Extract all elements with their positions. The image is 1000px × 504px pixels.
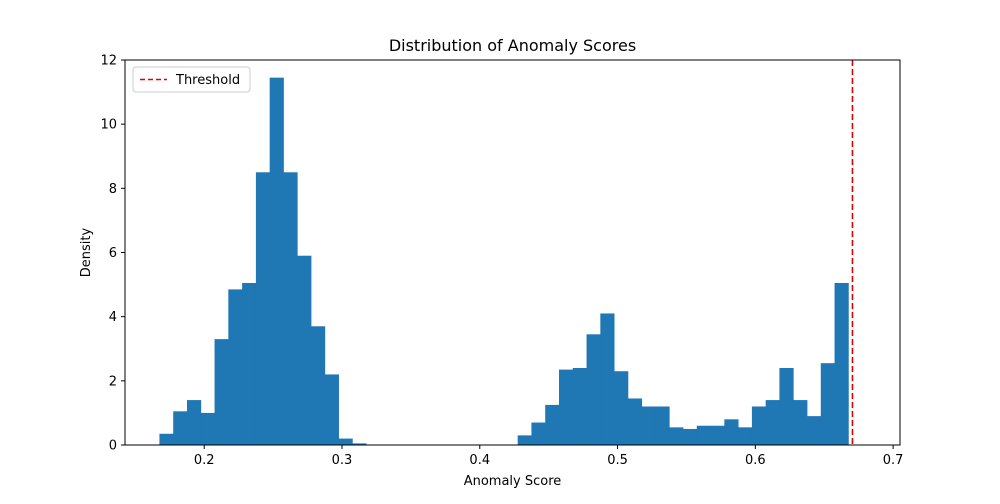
histogram-bar xyxy=(338,438,353,445)
histogram-bar xyxy=(627,398,643,445)
histogram-bar xyxy=(779,368,794,445)
y-tick-label: 12 xyxy=(100,54,117,69)
legend-box xyxy=(132,66,251,93)
histogram-bar xyxy=(214,339,229,446)
y-tick-label: 0 xyxy=(109,439,117,454)
y-axis-label: Density xyxy=(79,227,94,277)
x-tick-label: 0.3 xyxy=(332,453,353,468)
x-tick-label: 0.7 xyxy=(883,453,904,468)
histogram-bar xyxy=(834,282,849,445)
histogram-bar xyxy=(793,400,808,445)
histogram-bar xyxy=(655,406,670,445)
y-tick-label: 4 xyxy=(109,310,117,325)
histogram-bar xyxy=(600,313,615,445)
histogram-bar xyxy=(228,289,243,445)
x-axis-ticks: 0.2 0.3 0.4 0.5 0.6 0.7 xyxy=(194,445,904,468)
histogram-bar xyxy=(517,435,532,446)
x-tick-label: 0.6 xyxy=(745,453,766,468)
x-tick-label: 0.5 xyxy=(607,453,628,468)
histogram-bar xyxy=(200,412,215,445)
histogram-bar xyxy=(683,428,698,445)
histogram-bar xyxy=(724,419,739,445)
histogram-bar xyxy=(187,400,202,445)
histogram-bar xyxy=(765,400,780,445)
histogram-bar xyxy=(352,443,367,445)
y-tick-label: 8 xyxy=(109,182,117,197)
histogram-bar xyxy=(283,172,298,446)
histogram-bar xyxy=(531,422,546,445)
histogram-bar xyxy=(751,406,767,445)
legend: Threshold xyxy=(132,66,251,93)
histogram-bar xyxy=(173,411,188,445)
histogram-bar xyxy=(820,363,835,445)
x-tick-label: 0.4 xyxy=(469,453,490,468)
histogram-bars xyxy=(159,77,849,446)
y-axis-ticks: 0 2 4 6 8 10 12 xyxy=(100,54,125,454)
y-tick-label: 2 xyxy=(109,374,117,389)
histogram-bar xyxy=(324,374,339,445)
histogram-bar xyxy=(572,368,587,445)
y-tick-label: 10 xyxy=(100,118,117,133)
histogram-bar xyxy=(545,404,560,445)
histogram-bar xyxy=(586,334,601,445)
histogram-bar xyxy=(159,433,174,445)
x-axis-label: Anomaly Score xyxy=(464,474,562,489)
histogram-bar xyxy=(641,406,656,445)
histogram-bar xyxy=(807,416,822,446)
histogram-bar xyxy=(710,425,725,445)
histogram-bar xyxy=(297,255,312,445)
chart-title: Distribution of Anomaly Scores xyxy=(389,36,636,55)
histogram-bar xyxy=(669,427,684,445)
histogram-bar xyxy=(255,172,271,446)
histogram-bar xyxy=(696,425,711,445)
x-tick-label: 0.2 xyxy=(194,453,215,468)
histogram-bar xyxy=(559,369,574,445)
histogram-bar xyxy=(311,326,326,445)
histogram-bar xyxy=(738,427,753,445)
histogram-bar xyxy=(242,282,257,445)
histogram-bar xyxy=(269,77,284,446)
histogram-bar xyxy=(614,371,629,445)
y-tick-label: 6 xyxy=(109,246,117,261)
legend-threshold-label: Threshold xyxy=(175,73,240,88)
